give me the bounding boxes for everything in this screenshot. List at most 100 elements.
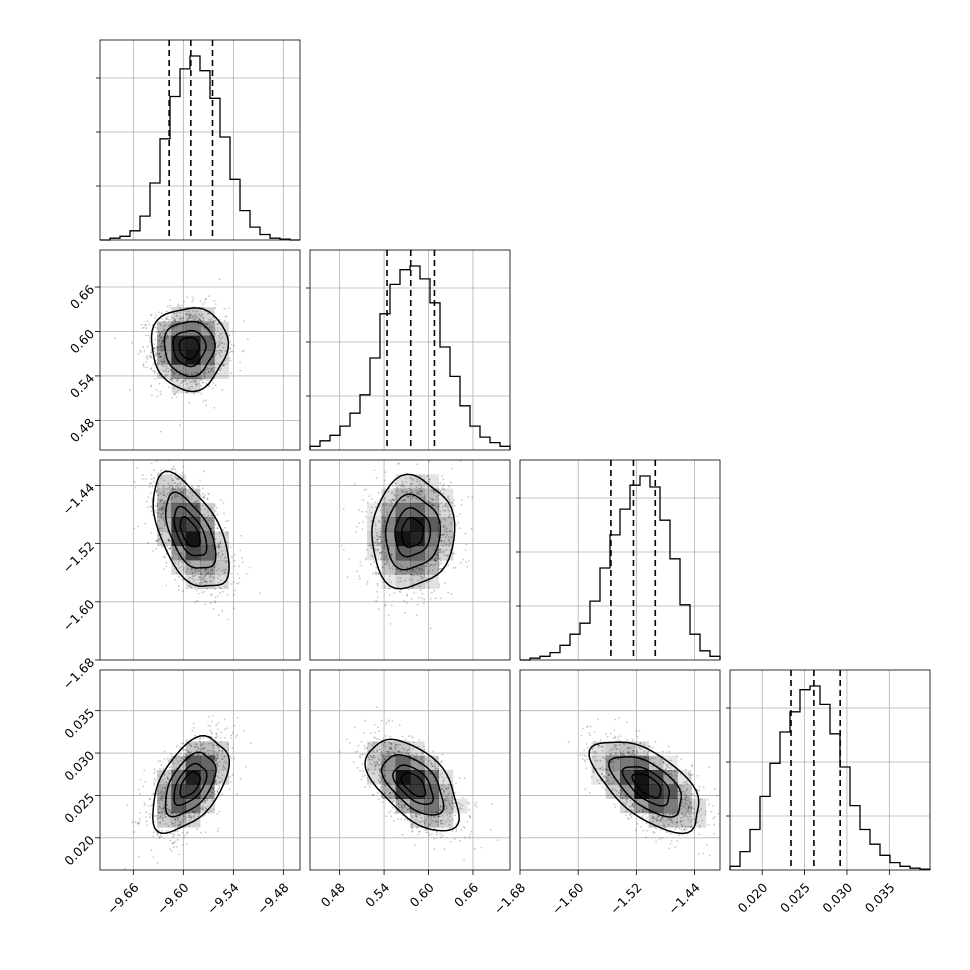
scatter-point [400,806,403,808]
scatter-point [158,491,161,494]
scatter-point [172,487,174,490]
panel-frame [99,249,301,451]
scatter-point [233,565,236,568]
scatter-point [188,815,191,818]
scatter-point [164,816,167,818]
scatter-point [210,369,213,371]
scatter-point [190,745,192,747]
scatter-point [167,539,170,541]
scatter-point [632,804,634,807]
scatter-point [401,500,404,502]
scatter-point [189,491,192,494]
scatter-point [214,565,217,568]
scatter-point [418,821,420,823]
scatter-point [208,327,211,329]
scatter-point [642,809,645,812]
scatter-point [662,761,665,764]
scatter-point [588,732,590,735]
scatter-point [686,779,688,782]
scatter-point [215,753,218,756]
scatter-point [174,561,177,564]
scatter-point [382,504,385,507]
scatter-point [418,762,421,765]
scatter-point [669,813,671,816]
scatter-point [175,572,178,574]
scatter-point [424,495,427,497]
scatter-point [653,831,656,834]
scatter-point [204,322,206,325]
scatter-point [394,482,397,485]
scatter-point [349,742,351,744]
scatter-point [439,805,442,808]
scatter-point [375,599,378,602]
scatter-point [141,327,144,329]
scatter-point [162,517,165,520]
scatter-point [183,836,186,839]
scatter-point [154,326,156,329]
scatter-point [179,824,182,826]
scatter-point [651,820,654,823]
scatter-point [369,544,371,547]
scatter-point [420,752,423,754]
scatter-point [666,766,669,768]
scatter-point [194,379,197,381]
scatter-point [176,484,179,486]
scatter-point [382,581,385,583]
scatter-point [434,559,436,562]
scatter-point [171,468,173,471]
scatter-point [680,787,682,790]
scatter-point [180,382,182,385]
scatter-point [171,813,174,816]
scatter-point [411,816,414,819]
scatter-point [245,766,248,768]
scatter-point [200,377,203,380]
density-cell [395,741,411,757]
scatter-point [443,789,445,792]
scatter-point [460,504,463,506]
scatter-point [156,540,158,543]
scatter-point [210,507,213,510]
scatter-point [160,331,163,333]
scatter-point [229,347,232,349]
density-cell [157,517,172,532]
scatter-point [689,774,692,777]
scatter-point [437,765,440,768]
scatter-point [205,583,208,586]
contour-line [173,505,208,557]
scatter-point [185,313,188,315]
scatter-point [162,490,165,493]
scatter-point [175,817,177,819]
scatter-point [403,819,406,821]
scatter-point [402,483,405,486]
scatter-point [681,824,684,827]
scatter-point [158,812,161,814]
scatter-point [204,831,207,834]
scatter-point [161,794,164,796]
scatter-point [475,805,478,808]
scatter-point [669,770,672,772]
scatter-point [172,479,174,482]
scatter-point [163,555,165,558]
scatter-point [217,783,219,785]
scatter-point [197,377,200,380]
density-cell [171,502,187,518]
scatter-point [185,313,187,316]
scatter-point [217,788,220,791]
density-cell [367,531,382,547]
scatter-point [370,512,373,514]
scatter-point [207,370,210,373]
scatter-point [360,740,363,743]
scatter-point [448,510,451,513]
scatter-point [429,598,432,600]
scatter-point [625,814,627,817]
scatter-point [211,387,214,390]
scatter-point [368,742,370,745]
scatter-point [449,542,451,545]
scatter-point [681,802,683,805]
scatter-point [217,546,220,549]
scatter-point [223,307,226,310]
scatter-point [445,554,448,557]
scatter-point [423,821,426,824]
scatter-point [177,833,180,836]
scatter-point [602,769,604,772]
